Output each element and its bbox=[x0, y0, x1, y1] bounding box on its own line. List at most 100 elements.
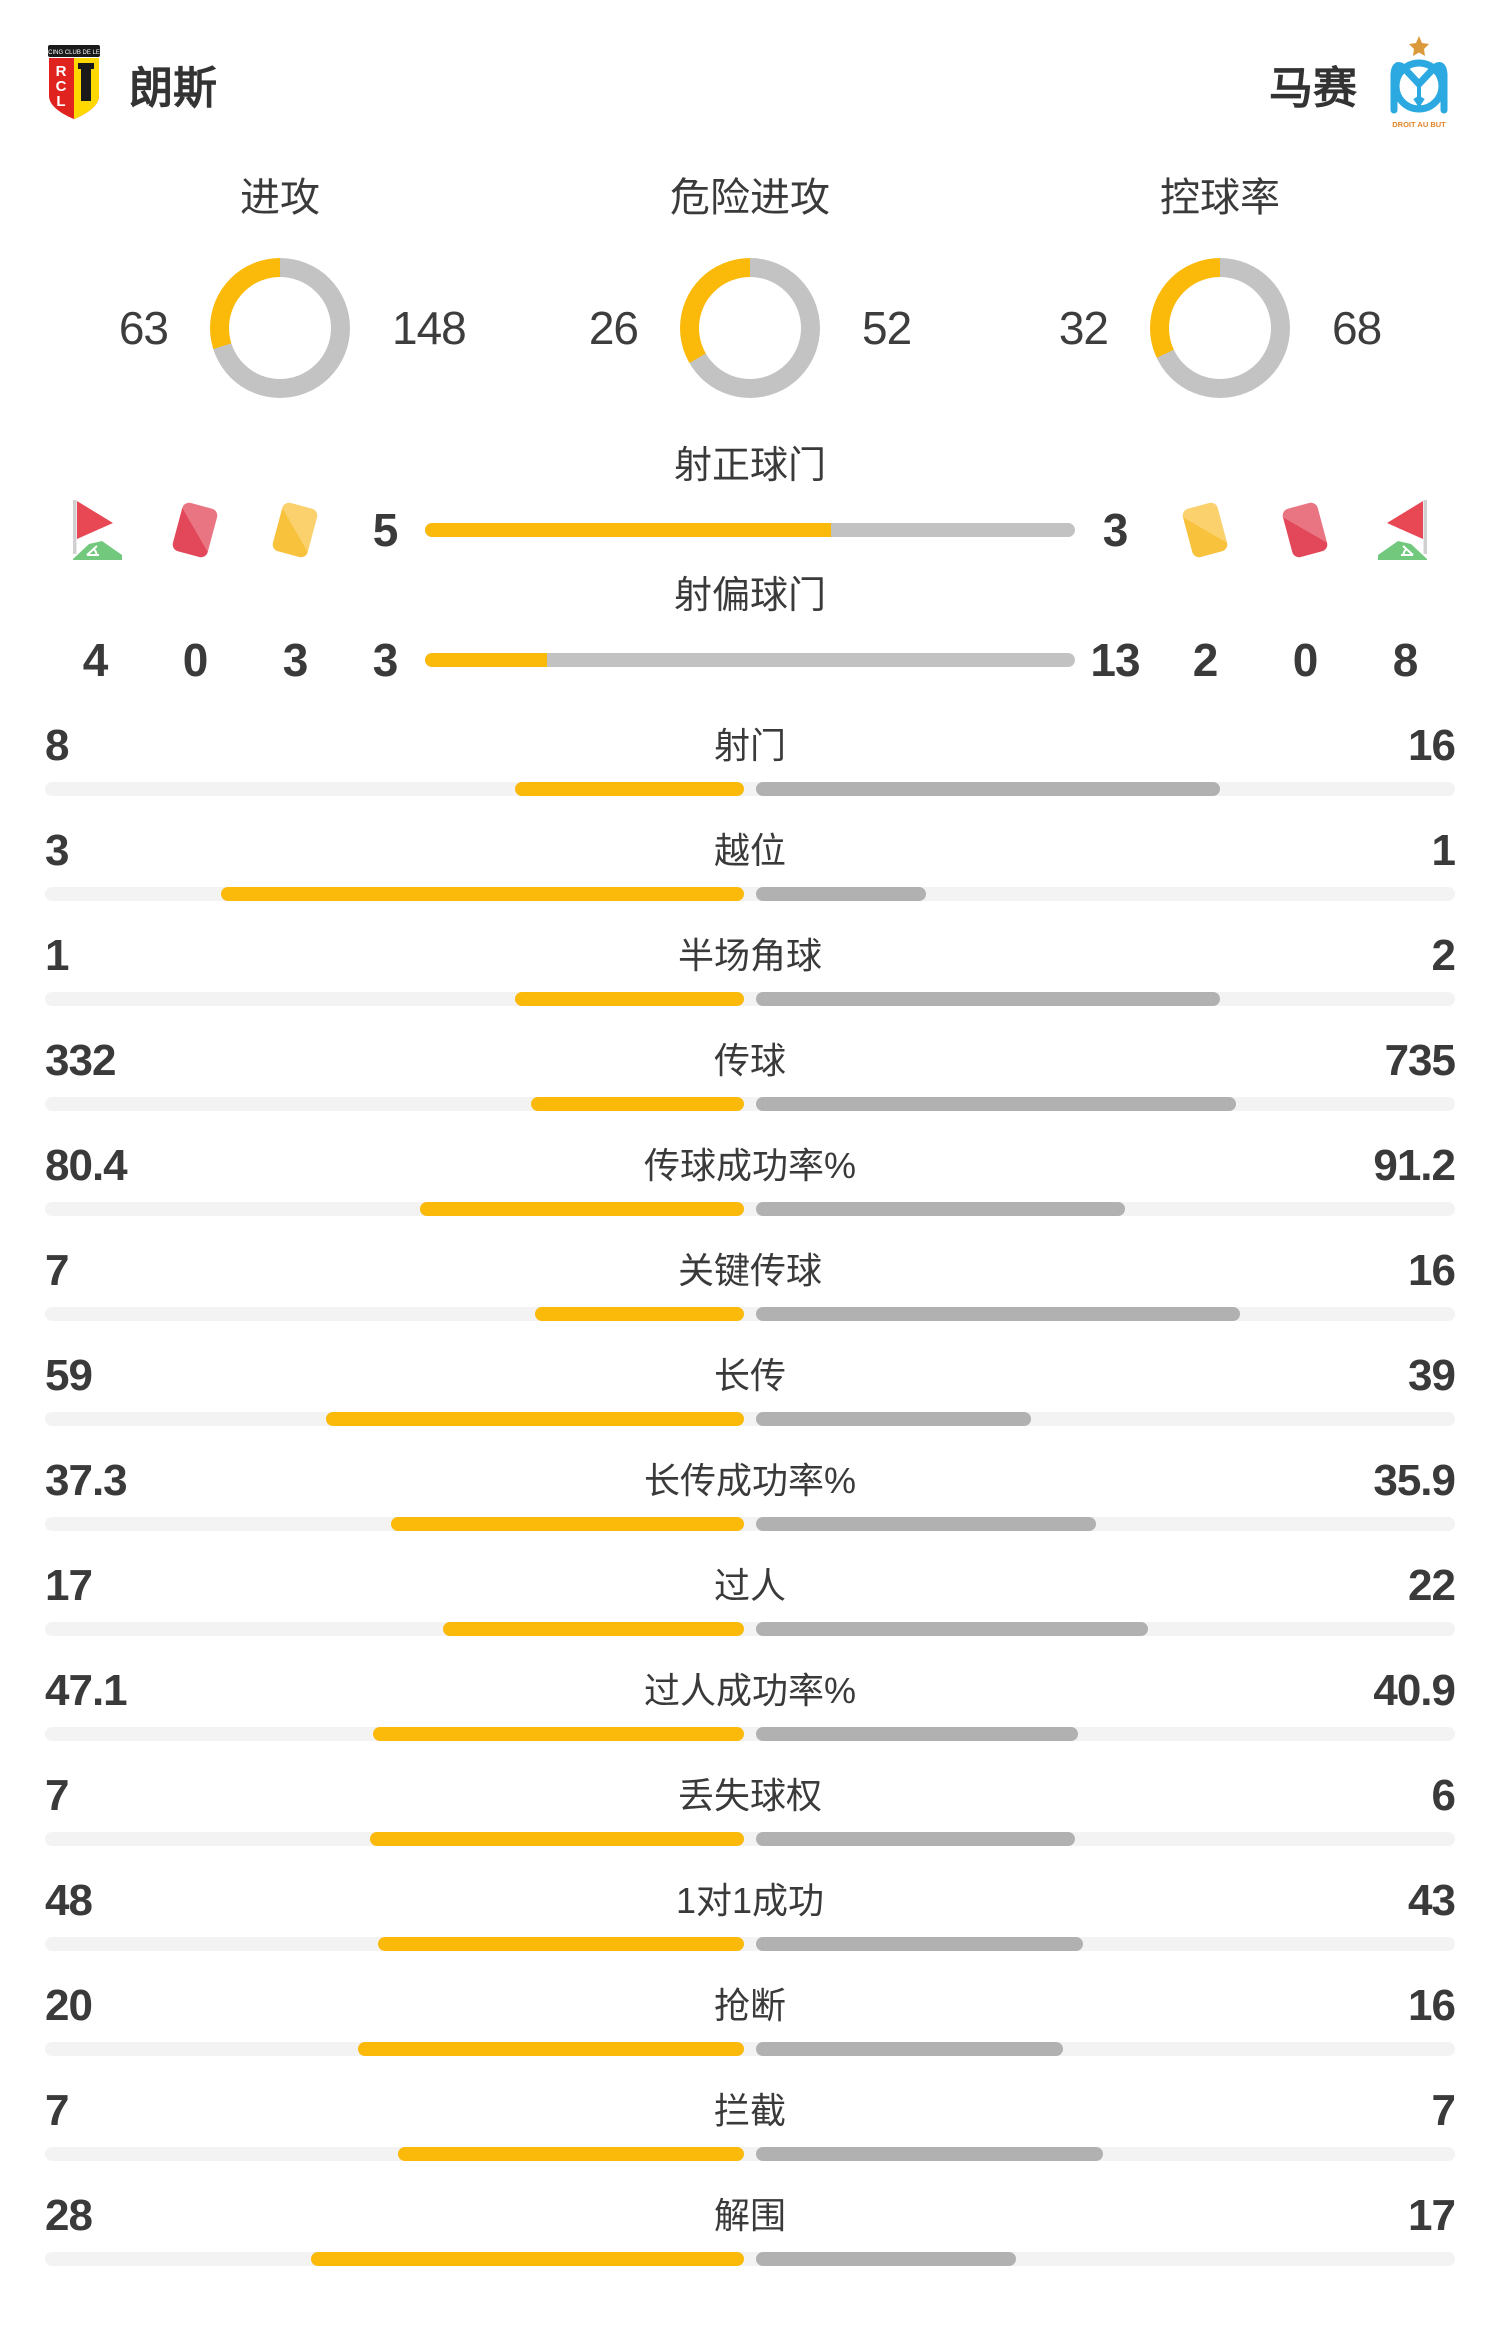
svg-text:DROIT AU BUT: DROIT AU BUT bbox=[1392, 120, 1446, 129]
lens-crest-logo: RACING CLUB DE LENS R C L bbox=[40, 43, 108, 126]
home-team-name: 朗斯 bbox=[129, 64, 217, 113]
home-stat-value: 3 bbox=[45, 826, 69, 875]
stat-bar bbox=[45, 887, 1455, 901]
corner-flag-icon bbox=[45, 497, 145, 563]
stat-bar bbox=[45, 1202, 1455, 1216]
away-stat-value: 43 bbox=[1408, 1876, 1456, 1925]
donut-attacks: 进攻 63 148 bbox=[45, 172, 515, 398]
shots-section: 射正球门 5 3 bbox=[0, 440, 1500, 692]
stat-label: 过人 bbox=[713, 1565, 786, 1606]
stat-row: 47.1 过人成功率% 40.9 bbox=[45, 1666, 1456, 1741]
stat-label: 拦截 bbox=[713, 2090, 786, 2131]
red-card-icon bbox=[1255, 501, 1355, 559]
stat-label: 抢断 bbox=[713, 1985, 786, 2026]
shots-off-target-title: 射偏球门 bbox=[673, 575, 826, 617]
stat-bar bbox=[45, 1307, 1455, 1321]
home-stat-value: 8 bbox=[45, 721, 69, 770]
away-yellow-cards-value: 2 bbox=[1192, 634, 1219, 686]
stat-bar bbox=[45, 992, 1455, 1006]
stat-row: 17 过人 22 bbox=[45, 1561, 1456, 1636]
donut-title: 危险进攻 bbox=[670, 176, 830, 220]
away-shots-off-target-value: 13 bbox=[1090, 634, 1140, 686]
svg-text:L: L bbox=[56, 93, 65, 110]
stat-row: 59 长传 39 bbox=[45, 1351, 1456, 1426]
away-stat-value: 2 bbox=[1431, 931, 1456, 980]
stat-row: 3 越位 1 bbox=[45, 826, 1456, 901]
shots-off-target-bar bbox=[425, 653, 1075, 667]
stat-row: 80.4 传球成功率% 91.2 bbox=[45, 1141, 1456, 1216]
stat-row: 20 抢断 16 bbox=[45, 1981, 1456, 2056]
stat-label: 1对1成功 bbox=[675, 1880, 825, 1921]
red-card-icon bbox=[145, 501, 245, 559]
stat-bar bbox=[45, 1517, 1455, 1531]
stat-row: 28 解围 17 bbox=[45, 2191, 1456, 2266]
home-shots-on-target-value: 5 bbox=[372, 504, 399, 556]
home-corners-value: 4 bbox=[82, 634, 109, 686]
stat-bar bbox=[45, 1622, 1455, 1636]
away-corners-value: 8 bbox=[1392, 634, 1419, 686]
home-discipline-icons bbox=[45, 497, 345, 563]
away-stat-value: 16 bbox=[1408, 1981, 1456, 2030]
stat-label: 关键传球 bbox=[677, 1250, 822, 1291]
away-stat-value: 91.2 bbox=[1373, 1141, 1456, 1190]
away-shots-on-target-value: 3 bbox=[1102, 504, 1129, 556]
stat-row: 48 1对1成功 43 bbox=[45, 1876, 1456, 1951]
stat-bar bbox=[45, 2042, 1455, 2056]
home-stat-value: 332 bbox=[45, 1036, 116, 1085]
away-stat-value: 7 bbox=[1431, 2086, 1456, 2135]
donut-away-value: 68 bbox=[1332, 302, 1382, 354]
home-stat-value: 37.3 bbox=[45, 1456, 128, 1505]
stat-label: 半场角球 bbox=[677, 935, 822, 976]
donut-chart bbox=[210, 258, 350, 398]
away-red-cards-value: 0 bbox=[1292, 634, 1319, 686]
away-discipline-values: 2 0 8 bbox=[1155, 633, 1455, 687]
donut-title: 控球率 bbox=[1160, 176, 1280, 220]
stat-bar bbox=[45, 2147, 1455, 2161]
stat-bar bbox=[45, 1097, 1455, 1111]
stat-label: 长传 bbox=[713, 1355, 786, 1396]
shots-off-target-row: 4 0 3 3 13 2 0 8 bbox=[45, 628, 1455, 692]
home-team[interactable]: RACING CLUB DE LENS R C L 朗斯 bbox=[40, 43, 217, 126]
shots-on-target-title: 射正球门 bbox=[673, 445, 826, 487]
stat-bar bbox=[45, 782, 1455, 796]
away-team-name: 马赛 bbox=[1269, 64, 1357, 113]
donut-chart bbox=[1150, 258, 1290, 398]
corner-flag-icon bbox=[1355, 497, 1455, 563]
stat-label: 解围 bbox=[713, 2195, 786, 2236]
stat-bar bbox=[45, 1832, 1455, 1846]
donut-home-value: 63 bbox=[118, 302, 169, 354]
stat-label: 传球成功率% bbox=[643, 1145, 856, 1186]
away-stat-value: 16 bbox=[1408, 721, 1456, 770]
svg-text:R: R bbox=[56, 63, 67, 80]
home-stat-value: 59 bbox=[45, 1351, 93, 1400]
away-stat-value: 22 bbox=[1408, 1561, 1456, 1610]
stat-bar bbox=[45, 1937, 1455, 1951]
donut-section: 进攻 63 148 危险进攻 26 52 控球率 32 68 bbox=[0, 172, 1500, 398]
donut-possession: 控球率 32 68 bbox=[985, 172, 1455, 398]
home-stat-value: 80.4 bbox=[45, 1141, 128, 1190]
stat-label: 丢失球权 bbox=[677, 1775, 822, 1816]
stat-label: 过人成功率% bbox=[643, 1670, 856, 1711]
shots-on-target-row: 5 3 bbox=[45, 498, 1455, 562]
stat-label: 长传成功率% bbox=[643, 1460, 856, 1501]
home-discipline-values: 4 0 3 bbox=[45, 633, 345, 687]
home-stat-value: 20 bbox=[45, 1981, 93, 2030]
marseille-crest-logo: DROIT AU BUT bbox=[1383, 34, 1455, 135]
away-stat-value: 17 bbox=[1408, 2191, 1456, 2240]
stat-label: 越位 bbox=[713, 830, 786, 871]
home-stat-value: 28 bbox=[45, 2191, 93, 2240]
away-stat-value: 40.9 bbox=[1373, 1666, 1456, 1715]
away-team[interactable]: 马赛 DROIT AU BUT bbox=[1269, 34, 1455, 135]
away-stat-value: 16 bbox=[1408, 1246, 1456, 1295]
away-discipline-icons bbox=[1155, 497, 1455, 563]
donut-away-value: 148 bbox=[392, 302, 467, 354]
yellow-card-icon bbox=[1155, 501, 1255, 559]
home-stat-value: 7 bbox=[45, 1246, 69, 1295]
stat-row: 332 传球 735 bbox=[45, 1036, 1456, 1111]
stat-row: 7 拦截 7 bbox=[45, 2086, 1456, 2161]
away-stat-value: 1 bbox=[1431, 826, 1456, 875]
home-yellow-cards-value: 3 bbox=[282, 634, 309, 686]
home-red-cards-value: 0 bbox=[182, 634, 209, 686]
home-stat-value: 17 bbox=[45, 1561, 93, 1610]
away-stat-value: 6 bbox=[1431, 1771, 1456, 1820]
